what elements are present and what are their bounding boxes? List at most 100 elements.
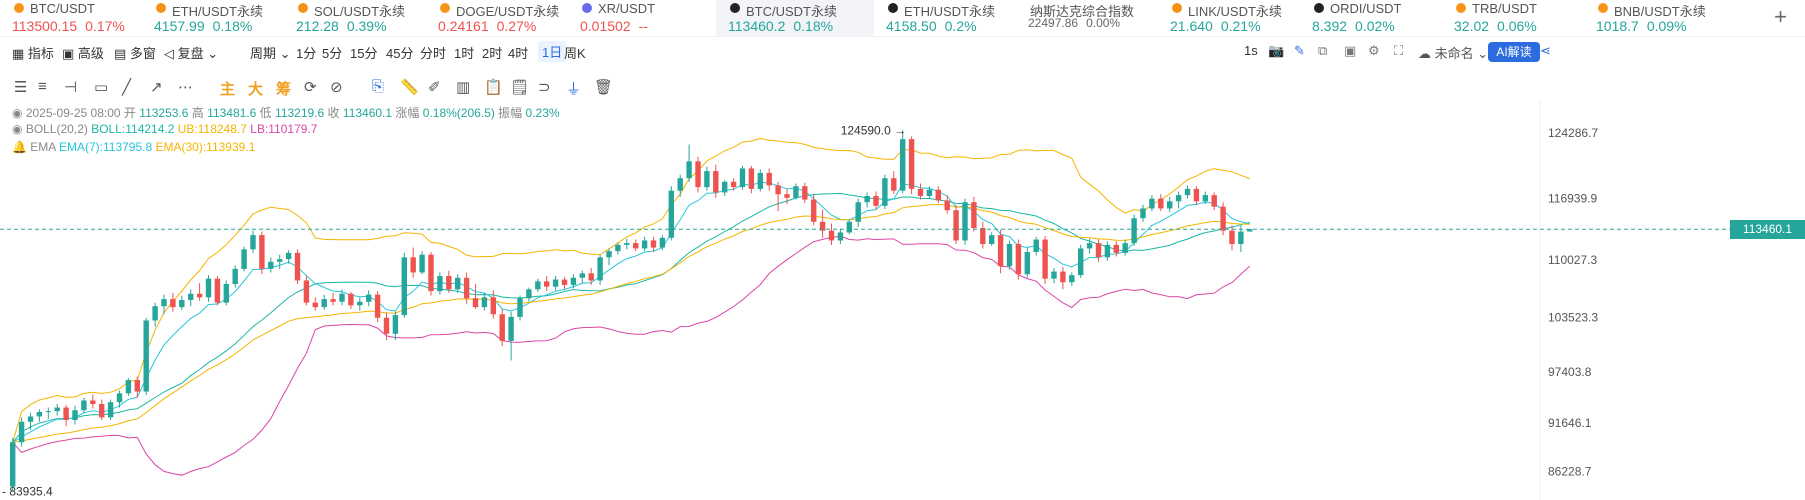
candle-body: [36, 412, 43, 417]
fullscreen-icon[interactable]: ⛶: [1394, 43, 1404, 58]
candle-body: [704, 171, 710, 188]
trash-icon[interactable]: 🗑: [594, 79, 614, 96]
ticker-price: 4158.50: [886, 18, 937, 34]
sol-coin-icon: [298, 3, 308, 13]
screenshot-icon[interactable]: 📷: [1268, 43, 1285, 58]
share-icon[interactable]: ⋖: [1540, 43, 1551, 58]
ticker-change: 0.17%: [85, 18, 125, 34]
candle-body: [1069, 275, 1075, 283]
edit-icon[interactable]: ✎: [1294, 43, 1305, 58]
interval-4[interactable]: 分时: [420, 46, 447, 61]
interval-5[interactable]: 1时: [454, 46, 475, 61]
multi-window-button[interactable]: ▤ 多窗: [114, 46, 156, 61]
ticker-7[interactable]: 纳斯达克综合指数 22497.86 0.00%: [1016, 0, 1156, 36]
ticker-name: ORDI/USDT: [1330, 1, 1402, 16]
ticker-quote: 22497.86 0.00%: [1028, 16, 1128, 30]
ticker-6[interactable]: ETH/USDT永续 4158.50 0.2%: [874, 0, 1014, 36]
add-ticker-button[interactable]: +: [1774, 4, 1787, 29]
candles-icon[interactable]: ▥: [456, 79, 471, 96]
interval-9[interactable]: 周K: [564, 46, 586, 61]
ticker-9[interactable]: ORDI/USDT 8.392 0.02%: [1300, 0, 1440, 36]
candle-body: [659, 237, 666, 248]
candle-body: [1015, 244, 1022, 275]
candle-body: [1060, 271, 1066, 283]
period-dropdown[interactable]: 周期 ⌄: [250, 46, 291, 61]
close-label: 收: [327, 106, 340, 120]
btc-coin-icon: [14, 3, 24, 13]
filter-icon[interactable]: ⏚: [566, 81, 582, 98]
ticker-4[interactable]: XR/USDT 0.01502 --: [568, 0, 708, 36]
more-tools-icon[interactable]: ⋯: [178, 79, 193, 96]
ruler-icon[interactable]: 📏: [400, 79, 419, 96]
ticker-10[interactable]: TRB/USDT 32.02 0.06%: [1442, 0, 1582, 36]
candle-body: [1229, 230, 1235, 244]
ticker-5[interactable]: BTC/USDT永续 113460.2 0.18%: [716, 0, 874, 36]
magnet-icon[interactable]: ⊃: [538, 79, 551, 96]
price-axis-label: 116939.9: [1548, 191, 1597, 205]
ticker-quote: 0.01502 --: [580, 18, 656, 34]
arrow-line-icon[interactable]: ↗: [150, 79, 163, 96]
trend-line-icon[interactable]: ╱: [122, 79, 132, 96]
boll-name: BOLL(20,2): [25, 122, 88, 136]
candle-body: [303, 280, 310, 303]
price-axis-label: 86228.7: [1548, 464, 1592, 478]
note-icon[interactable]: 🗒: [510, 79, 530, 96]
candle-body: [134, 380, 140, 392]
interval-3[interactable]: 45分: [386, 46, 414, 61]
ticker-0[interactable]: BTC/USDT 113500.15 0.17%: [0, 0, 140, 36]
candle-body: [10, 442, 16, 487]
eth-coin-icon: [156, 3, 166, 13]
big-order-toggle[interactable]: 大: [248, 81, 264, 98]
interval-7[interactable]: 4时: [508, 46, 529, 61]
clipboard-icon[interactable]: 📋: [484, 79, 503, 96]
candle-body: [873, 196, 879, 206]
interval-1[interactable]: 5分: [322, 46, 343, 61]
right-interval-button[interactable]: 1s: [1244, 43, 1258, 58]
ticker-2[interactable]: SOL/USDT永续 212.28 0.39%: [284, 0, 424, 36]
candle-body: [437, 276, 443, 292]
chip-toggle[interactable]: 筹: [276, 81, 292, 98]
ai-interpret-button[interactable]: AI解读: [1488, 42, 1540, 62]
hide-drawings-icon[interactable]: ⊘: [330, 79, 343, 96]
popout-icon[interactable]: ⧉: [1318, 43, 1328, 58]
price-axis-label: 91646.1: [1548, 416, 1592, 430]
bell-icon[interactable]: 🔔: [12, 140, 27, 154]
interval-6[interactable]: 2时: [482, 46, 503, 61]
ticker-11[interactable]: BNB/USDT永续 1018.7 0.09%: [1584, 0, 1724, 36]
layout-icon[interactable]: ▣: [1344, 43, 1357, 58]
ticker-8[interactable]: LINK/USDT永续 21.640 0.21%: [1158, 0, 1298, 36]
interval-8[interactable]: 1日: [538, 41, 567, 62]
settings-gear-icon[interactable]: ⚙: [1368, 43, 1380, 58]
candle-body: [1042, 239, 1048, 279]
candle-body: [561, 279, 568, 285]
candlestick-chart[interactable]: 124286.7 116939.9 110027.3 103523.3 97403.8 9…: [0, 100, 1805, 500]
advanced-button[interactable]: ▣ 高级: [62, 46, 104, 61]
candle-body: [152, 306, 158, 321]
rectangle-icon[interactable]: ▭: [94, 79, 109, 96]
main-chart-toggle[interactable]: 主: [220, 81, 236, 98]
candle-body: [366, 294, 372, 302]
replay-button[interactable]: ◁ 复盘 ⌄: [164, 46, 219, 61]
horizontal-ray-icon[interactable]: ⊣: [64, 79, 78, 96]
eye-icon[interactable]: ◉: [12, 122, 23, 136]
pen-icon[interactable]: ✐: [428, 79, 441, 96]
interval-2[interactable]: 15分: [350, 46, 378, 61]
indicators-button[interactable]: ▦ 指标: [12, 46, 54, 61]
indicators-label: 指标: [27, 46, 54, 61]
layout-name-dropdown[interactable]: ☁ 未命名 ⌄: [1418, 46, 1489, 61]
candle-body: [45, 411, 51, 413]
list-icon[interactable]: ≡: [38, 78, 47, 95]
doge-coin-icon: [440, 3, 450, 13]
candle-body: [250, 235, 256, 250]
candle-body: [615, 244, 621, 252]
eye-icon[interactable]: ◉: [12, 106, 23, 120]
copy-icon[interactable]: ⎘: [372, 78, 385, 95]
price-axis-label: 110027.3: [1548, 253, 1597, 267]
sync-icon[interactable]: ⟳: [304, 79, 317, 96]
interval-0[interactable]: 1分: [296, 46, 317, 61]
ticker-quote: 32.02 0.06%: [1454, 18, 1545, 34]
ticker-3[interactable]: DOGE/USDT永续 0.24161 0.27%: [426, 0, 566, 36]
price-axis-label: 124286.7: [1548, 126, 1598, 140]
horizontal-lines-icon[interactable]: ☰: [14, 79, 28, 96]
ticker-1[interactable]: ETH/USDT永续 4157.99 0.18%: [142, 0, 282, 36]
